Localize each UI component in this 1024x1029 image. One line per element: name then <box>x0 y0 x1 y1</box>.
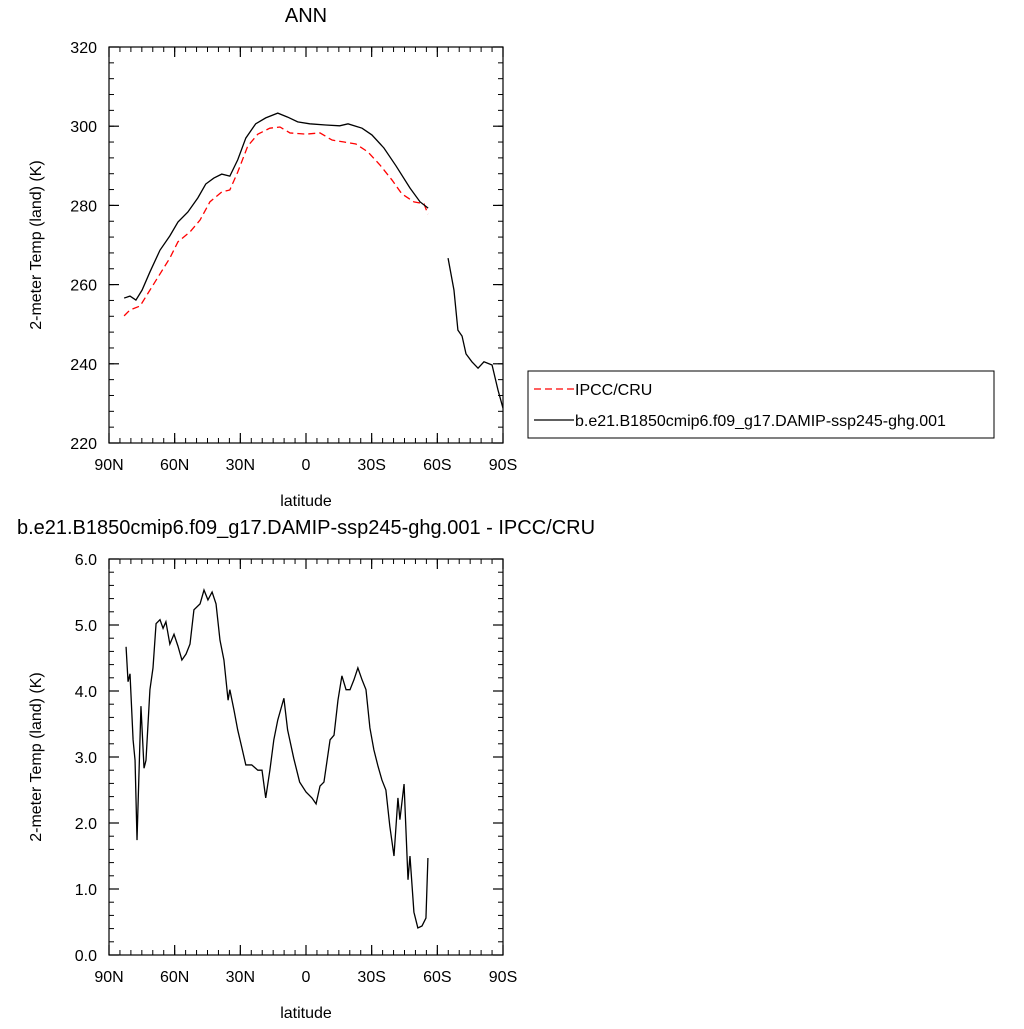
plot-frame <box>108 558 504 956</box>
y-tick-label: 5.0 <box>75 618 97 635</box>
y-tick-label: 220 <box>70 436 97 453</box>
data-line <box>125 588 429 929</box>
y-tick-label: 4.0 <box>75 684 97 701</box>
y-tick-label: 240 <box>70 357 97 374</box>
x-axis-label: latitude <box>280 493 332 510</box>
x-tick-label: 60N <box>160 457 189 474</box>
x-tick-label: 0 <box>302 457 311 474</box>
data-line <box>123 126 429 317</box>
plot-frame <box>108 46 504 444</box>
data-line <box>123 112 504 409</box>
x-tick-label: 60S <box>423 457 451 474</box>
x-tick-label: 90N <box>94 969 123 986</box>
x-tick-label: 90S <box>489 969 517 986</box>
y-tick-label: 0.0 <box>75 948 97 965</box>
x-tick-label: 30S <box>357 457 385 474</box>
chart-title: ANN <box>285 5 327 27</box>
x-tick-label: 90N <box>94 457 123 474</box>
x-tick-label: 60S <box>423 969 451 986</box>
y-tick-label: 6.0 <box>75 552 97 569</box>
chart-title: b.e21.B1850cmip6.f09_g17.DAMIP-ssp245-gh… <box>17 517 595 539</box>
x-tick-label: 90S <box>489 457 517 474</box>
x-tick-label: 30S <box>357 969 385 986</box>
legend-label: b.e21.B1850cmip6.f09_g17.DAMIP-ssp245-gh… <box>575 413 946 430</box>
x-tick-label: 30N <box>226 969 255 986</box>
y-axis-label: 2-meter Temp (land) (K) <box>28 160 45 330</box>
y-tick-label: 300 <box>70 119 97 136</box>
x-tick-label: 30N <box>226 457 255 474</box>
y-tick-label: 2.0 <box>75 816 97 833</box>
x-tick-label: 0 <box>302 969 311 986</box>
legend-label: IPCC/CRU <box>575 382 652 399</box>
x-axis-label: latitude <box>280 1005 332 1022</box>
y-axis-label: 2-meter Temp (land) (K) <box>28 672 45 842</box>
y-tick-label: 1.0 <box>75 882 97 899</box>
legend-box <box>527 370 995 439</box>
y-tick-label: 320 <box>70 40 97 57</box>
y-tick-label: 260 <box>70 278 97 295</box>
y-tick-label: 280 <box>70 198 97 215</box>
x-tick-label: 60N <box>160 969 189 986</box>
y-tick-label: 3.0 <box>75 750 97 767</box>
